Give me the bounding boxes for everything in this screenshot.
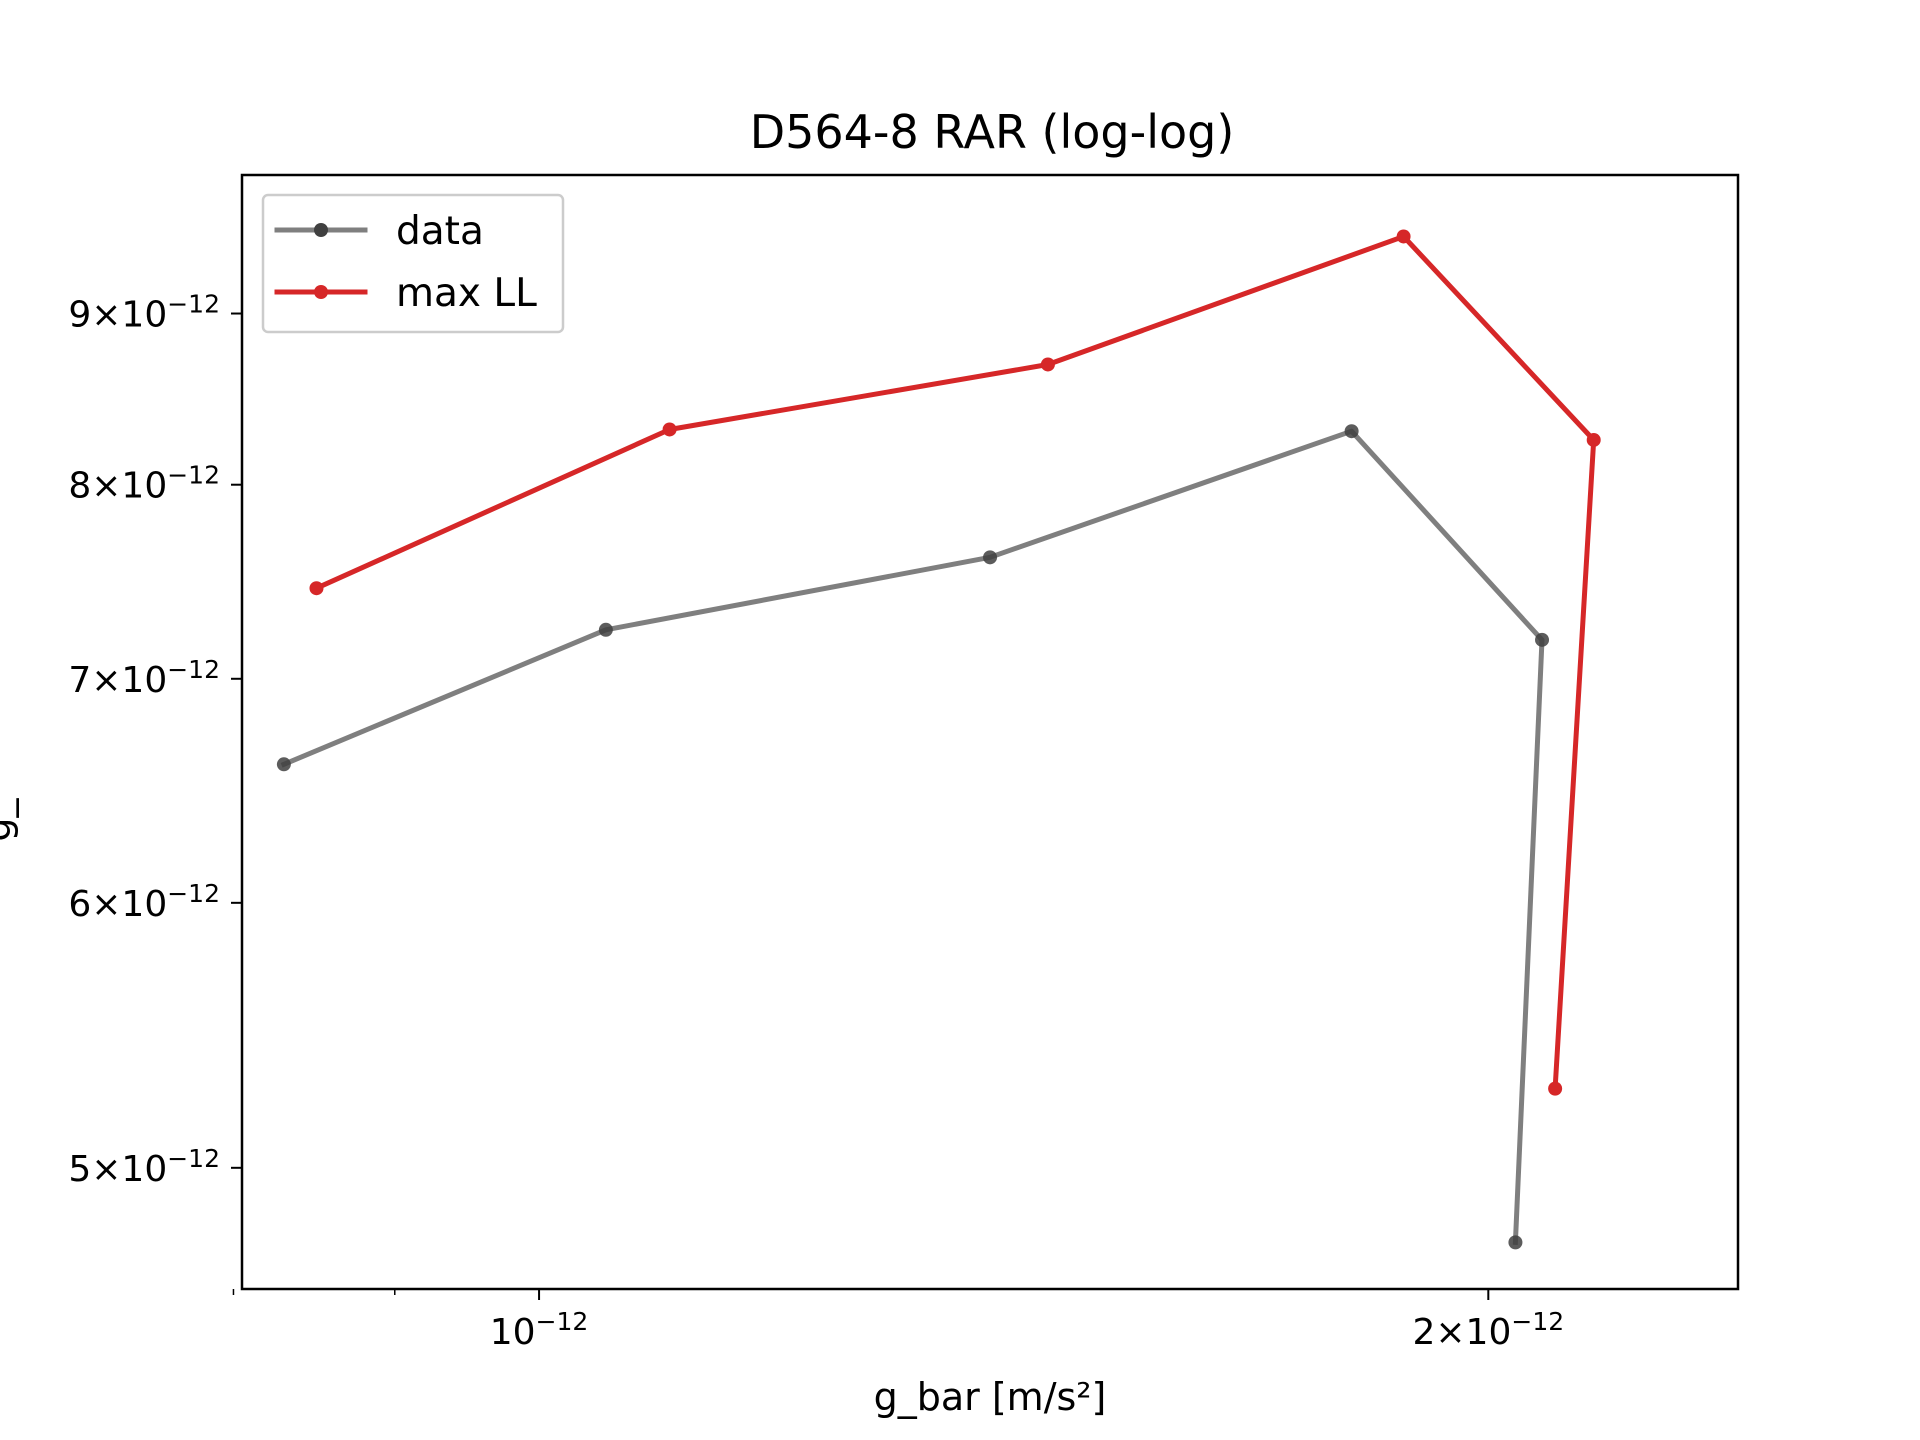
y-tick-label: 7×10−12 xyxy=(68,655,220,701)
y-tick-label: 8×10−12 xyxy=(68,461,220,507)
data-point-data xyxy=(983,550,998,565)
y-axis-ticks: 5×10−12 6×10−12 7×10−12 8×10−12 9×10−12 xyxy=(68,290,242,1190)
chart-title: D564-8 RAR (log-log) xyxy=(750,105,1235,159)
x-axis-label: g_bar [m/s²] xyxy=(874,1375,1107,1419)
data-point-max-ll xyxy=(662,422,677,437)
data-point-data xyxy=(1344,424,1359,439)
data-point-max-ll xyxy=(1040,357,1055,372)
series-line-data xyxy=(280,428,1545,1246)
legend-marker-max-ll xyxy=(314,285,328,299)
legend-label-max-ll: max LL xyxy=(396,271,537,316)
legend-label-data: data xyxy=(396,209,484,254)
y-tick-label: 6×10−12 xyxy=(68,879,220,925)
y-axis-label: g_ xyxy=(0,797,19,841)
data-point-max-ll xyxy=(309,581,324,596)
y-tick-label: 9×10−12 xyxy=(68,290,220,336)
data-point-max-ll xyxy=(1548,1081,1563,1096)
plot-frame xyxy=(240,173,1740,1291)
data-point-max-ll xyxy=(1586,432,1601,447)
data-point-data xyxy=(276,757,291,772)
series-line-max-ll xyxy=(313,234,1597,1092)
y-tick-label: 5×10−12 xyxy=(68,1144,220,1190)
legend: data max LL xyxy=(261,193,565,334)
data-point-data xyxy=(1535,632,1550,647)
x-axis-ticks: 10−12 2×10−12 xyxy=(232,1289,1564,1353)
data-point-max-ll xyxy=(1396,229,1411,244)
plot-area xyxy=(276,229,1601,1250)
legend-marker-data xyxy=(314,223,328,237)
x-tick-label: 2×10−12 xyxy=(1412,1307,1564,1353)
data-point-data xyxy=(1508,1235,1523,1250)
x-tick-label: 10−12 xyxy=(490,1307,589,1353)
data-point-data xyxy=(598,622,613,637)
